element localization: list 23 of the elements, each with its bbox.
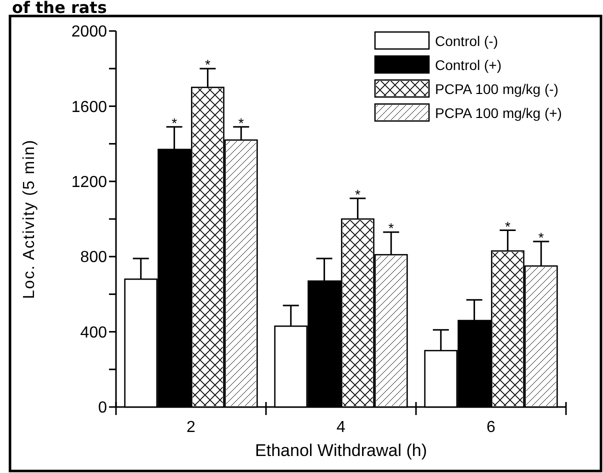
data-label: *: [538, 230, 544, 246]
x-tick-label: 6: [486, 419, 496, 436]
y-axis-title: Loc. Activity (5 min): [21, 139, 38, 299]
y-tick-label: 1200: [71, 174, 108, 191]
y-tick-label: 800: [80, 249, 108, 266]
y-tick-label: 400: [80, 324, 108, 342]
data-label: *: [172, 114, 178, 131]
x-tick-label: 4: [336, 419, 346, 436]
data-label: *: [504, 218, 511, 234]
data-label: *: [238, 114, 244, 131]
y-tick-label: 0: [98, 400, 108, 417]
chart-title: of the rats: [12, 0, 107, 17]
legend-label: PCPA 100 mg/kg (+): [435, 104, 562, 121]
legend-label: Control (-): [435, 32, 498, 49]
legend-label: Control (+): [435, 56, 502, 73]
x-tick-label: 2: [186, 419, 196, 436]
legend-label: PCPA 100 mg/kg (-): [435, 80, 558, 97]
data-label: *: [388, 220, 394, 236]
x-axis-title: Ethanol Withdrawal (h): [255, 441, 427, 460]
y-tick-label: 1600: [71, 98, 108, 116]
y-tick-label: 2000: [71, 24, 108, 41]
data-label: *: [204, 56, 211, 73]
data-label: *: [354, 186, 361, 202]
